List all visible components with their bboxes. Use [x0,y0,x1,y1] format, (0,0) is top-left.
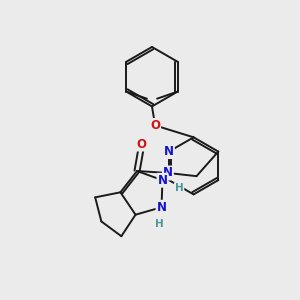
Text: N: N [163,167,173,179]
Text: N: N [157,201,166,214]
Text: N: N [158,174,167,187]
Text: H: H [155,219,164,229]
Text: N: N [164,145,174,158]
Text: O: O [137,138,147,151]
Text: O: O [150,119,160,132]
Text: H: H [175,183,183,193]
